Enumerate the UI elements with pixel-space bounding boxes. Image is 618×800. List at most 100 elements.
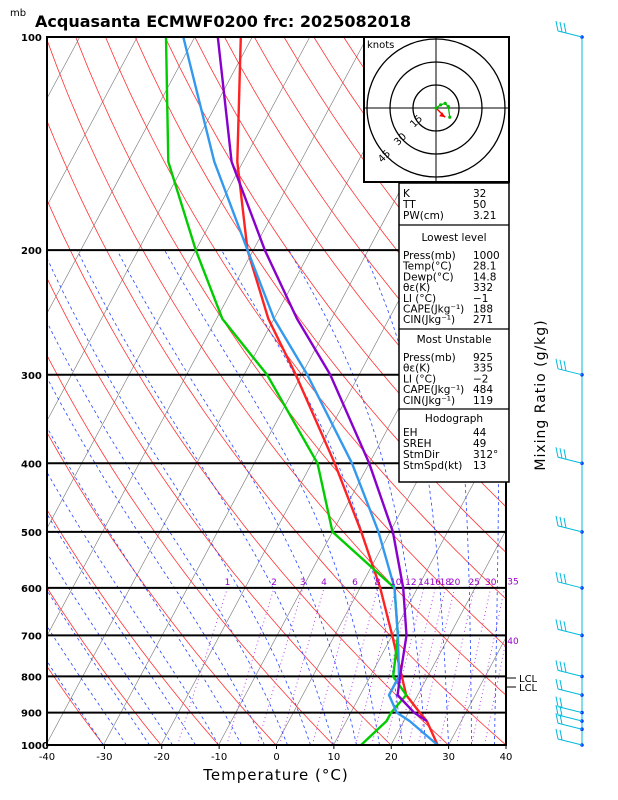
lcl-label: LCL: [519, 674, 538, 685]
index-value: 312°: [473, 449, 498, 461]
mixing-ratio-line: [311, 587, 356, 745]
dry-adiabat: [47, 354, 334, 745]
mixing-ratio-line: [484, 638, 506, 745]
index-value: 1000: [473, 250, 500, 262]
isotherm: [47, 37, 138, 207]
index-label: Press(mb): [403, 352, 456, 364]
index-label: StmDir: [403, 449, 440, 461]
moist-adiabat: [47, 321, 288, 745]
index-value: 484: [473, 384, 493, 396]
hodograph-point: [434, 106, 438, 110]
wind-barb: [555, 447, 583, 464]
wind-barb: [555, 358, 583, 376]
isotherm: [0, 37, 22, 745]
index-label: PW(cm): [403, 210, 444, 222]
mixing-ratio-line: [438, 587, 475, 745]
profile-line: [182, 37, 439, 745]
index-value: 50: [473, 199, 486, 211]
barb-station-dot: [580, 373, 584, 377]
mixing-ratio-line: [371, 587, 412, 745]
index-label: K: [403, 188, 411, 200]
temperature-tick: -30: [96, 752, 112, 763]
mixing-ratio-line: [335, 587, 379, 745]
dry-adiabat: [47, 665, 104, 745]
mixing-ratio-label: 16: [430, 578, 442, 588]
dry-adiabat: [134, 37, 506, 553]
dry-adiabat: [164, 37, 506, 508]
index-label: StmSpd(kt): [403, 460, 462, 472]
hodograph-unit: knots: [367, 40, 394, 51]
temperature-tick: 40: [500, 752, 513, 763]
mixing-ratio-label: 1: [225, 578, 231, 588]
moist-adiabat: [47, 426, 242, 745]
wind-barb: [555, 20, 583, 38]
mixing-ratio-label: 8: [375, 578, 381, 588]
wind-barb: [555, 571, 583, 589]
mixing-ratio-lines: [177, 587, 506, 745]
hodograph-point: [443, 101, 447, 105]
dry-adiabat: [105, 37, 506, 600]
temperature-tick: 30: [442, 752, 455, 763]
index-label: θε(K): [403, 363, 430, 375]
index-label: CAPE(Jkg⁻¹): [403, 384, 464, 396]
hodograph-point: [446, 104, 450, 109]
mixing-ratio-line: [177, 587, 228, 745]
isotherm: [47, 37, 426, 744]
mixing-ratio-label: 30: [485, 578, 497, 588]
index-label: CIN(Jkg⁻¹): [403, 314, 455, 326]
index-value: −1: [473, 293, 488, 305]
x-axis-label: Temperature (°C): [202, 766, 348, 784]
mixing-ratio-label: 25: [469, 578, 480, 588]
pressure-tick: 700: [21, 631, 42, 642]
moist-adiabat: [47, 376, 265, 745]
temperature-tick: -20: [154, 752, 170, 763]
dry-adiabat: [47, 277, 392, 745]
index-value: −2: [473, 373, 488, 385]
mixing-ratio-line: [456, 587, 492, 745]
pressure-tick: 800: [21, 672, 42, 683]
dry-adiabats: [47, 37, 506, 745]
index-label: SREH: [403, 438, 432, 450]
moist-adiabat: [116, 249, 357, 745]
moist-adiabat: [47, 660, 104, 745]
hodograph-point: [448, 115, 452, 119]
mixing-ratio-label: 12: [405, 578, 416, 588]
pressure-tick: 600: [21, 584, 42, 595]
moist-adiabat: [47, 589, 150, 745]
hodograph-point: [439, 103, 443, 107]
isotherm: [47, 37, 196, 314]
profile-line: [216, 37, 428, 723]
mixing-ratio-label: 10: [390, 578, 402, 588]
isotherm: [47, 37, 368, 637]
isotherm: [505, 744, 506, 745]
index-section-header: Most Unstable: [417, 334, 492, 346]
mixing-ratio-label: 18: [440, 578, 452, 588]
pressure-tick: 1000: [21, 741, 49, 752]
mixing-ratio-line: [471, 587, 506, 745]
index-value: 271: [473, 314, 493, 326]
mixing-ratio-line: [397, 587, 436, 745]
dry-adiabat: [47, 586, 162, 745]
mixing-ratio-label: 35: [507, 578, 518, 588]
temperature-tick: 0: [273, 752, 279, 763]
mixing-ratio-label: 2: [271, 578, 277, 588]
index-label: EH: [403, 427, 418, 439]
wind-barb: [555, 619, 583, 636]
mixing-ratio-line: [226, 587, 275, 745]
mixing-ratio-label: 6: [352, 578, 358, 588]
dry-adiabat: [47, 508, 219, 745]
pressure-tick: 200: [21, 246, 42, 257]
mixing-ratio-line: [407, 587, 446, 745]
index-label: TT: [402, 199, 416, 211]
lcl-label: LCL: [519, 683, 538, 694]
index-value: 49: [473, 438, 486, 450]
indices-table: K 32 TT 50 PW(cm) 3.21 Lowest level Press(mb) 10…: [398, 182, 510, 483]
lcl-markers: LCL LCL: [506, 674, 538, 694]
dry-adiabat: [194, 37, 506, 463]
temperature-tick: 10: [328, 752, 341, 763]
mixing-ratio-label: 40: [507, 637, 519, 647]
moist-adiabat: [47, 257, 311, 745]
index-value: 44: [473, 427, 487, 439]
